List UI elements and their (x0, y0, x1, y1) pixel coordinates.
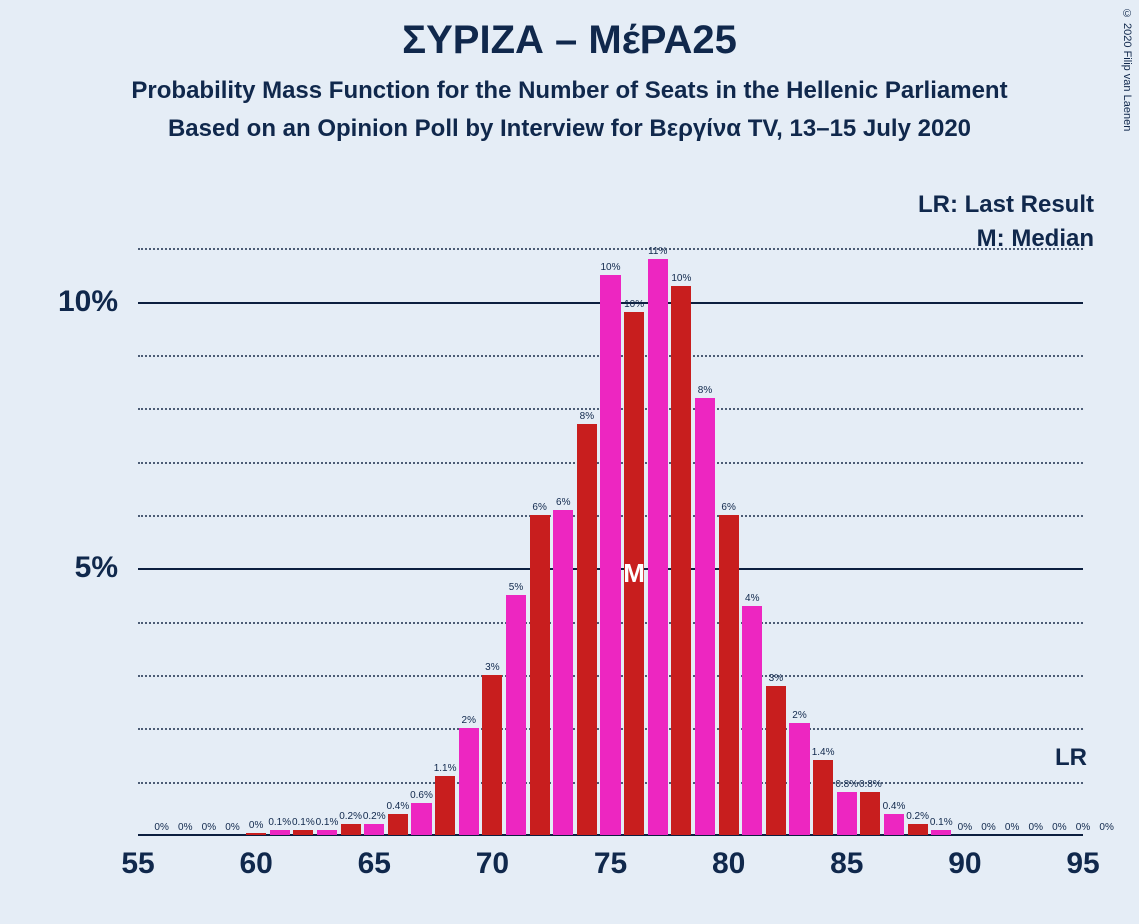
bar: 0.8% (837, 792, 857, 835)
bar-value-label: 0% (1076, 822, 1090, 835)
bar-value-label: 0.6% (410, 790, 433, 803)
bar: 5% (506, 595, 526, 835)
bar-value-label: 0.2% (363, 811, 386, 824)
bar: 6% (530, 515, 550, 835)
bar-value-label: 2% (792, 710, 806, 723)
bar-value-label: 1.4% (812, 747, 835, 760)
bar-value-label: 0.4% (386, 801, 409, 814)
bar: 6% (553, 510, 573, 835)
bar: 10% (671, 286, 691, 835)
bar-value-label: 0.1% (268, 817, 291, 830)
plot-area: 5%10%0%0%0%0%0%0.1%0.1%0.1%0.2%0.2%0.4%0… (138, 195, 1083, 835)
bar-value-label: 0% (178, 822, 192, 835)
x-axis: 556065707580859095 (138, 843, 1083, 893)
x-tick-label: 60 (239, 847, 272, 881)
x-tick-label: 55 (121, 847, 154, 881)
bar-value-label: 4% (745, 593, 759, 606)
bar-value-label: 0% (981, 822, 995, 835)
chart-subtitle-2: Based on an Opinion Poll by Interview fo… (0, 105, 1139, 143)
bar: 3% (482, 675, 502, 835)
bar-value-label: 6% (721, 502, 735, 515)
bar-value-label: 0.1% (316, 817, 339, 830)
bar-value-label: 8% (580, 411, 594, 424)
bar: 4% (742, 606, 762, 835)
bar: 11% (648, 259, 668, 835)
bar-value-label: 0% (1005, 822, 1019, 835)
bar-value-label: 0.2% (339, 811, 362, 824)
bar-value-label: 0% (1029, 822, 1043, 835)
bar-value-label: 0.1% (930, 817, 953, 830)
lr-marker: LR (1055, 744, 1087, 772)
bar-value-label: 0.2% (906, 811, 929, 824)
bar: 0.4% (388, 814, 408, 835)
bar-value-label: 6% (532, 502, 546, 515)
gridline-minor (138, 248, 1083, 250)
bar: 8% (695, 398, 715, 835)
bar-value-label: 10% (671, 273, 691, 286)
bar-value-label: 0% (154, 822, 168, 835)
x-tick-label: 80 (712, 847, 745, 881)
bar-value-label: 11% (648, 246, 667, 259)
bar: 0.1% (270, 830, 290, 835)
bar-value-label: 0.1% (292, 817, 315, 830)
bar: 3% (766, 686, 786, 835)
bar-value-label: 10% (600, 262, 620, 275)
bar-value-label: 0% (225, 822, 239, 835)
bar: 6% (719, 515, 739, 835)
chart-title: ΣΥΡΙΖΑ – ΜέΡΑ25 (0, 0, 1139, 63)
bar: 0.2% (341, 824, 361, 835)
bar: 0.8% (860, 792, 880, 835)
bar: 0.1% (317, 830, 337, 835)
legend-m: M: Median (977, 225, 1094, 253)
bar-value-label: 8% (698, 385, 712, 398)
bar: 0% (246, 833, 266, 835)
y-tick-label: 10% (0, 285, 118, 319)
legend-lr: LR: Last Result (918, 191, 1094, 219)
median-marker: M (623, 558, 645, 589)
bar: 0.1% (931, 830, 951, 835)
x-tick-label: 95 (1066, 847, 1099, 881)
bar-value-label: 0% (958, 822, 972, 835)
bar: 1.1% (435, 776, 455, 835)
bar-value-label: 6% (556, 497, 570, 510)
bar-value-label: 0.8% (835, 779, 858, 792)
bar: 2% (459, 728, 479, 835)
bar-value-label: 0% (249, 820, 263, 833)
copyright-text: © 2020 Filip van Laenen (1121, 8, 1133, 131)
chart-container: 5%10%0%0%0%0%0%0.1%0.1%0.1%0.2%0.2%0.4%0… (60, 195, 1100, 895)
bar-value-label: 3% (485, 662, 499, 675)
x-tick-label: 65 (358, 847, 391, 881)
x-tick-label: 85 (830, 847, 863, 881)
bar-value-label: 0% (1052, 822, 1066, 835)
bar-value-label: 0.8% (859, 779, 882, 792)
bar: 0.4% (884, 814, 904, 835)
chart-subtitle-1: Probability Mass Function for the Number… (0, 63, 1139, 105)
bar-value-label: 0% (202, 822, 216, 835)
bar-value-label: 0.4% (883, 801, 906, 814)
bar-value-label: 3% (769, 673, 783, 686)
y-tick-label: 5% (0, 551, 118, 585)
bar: 10% (600, 275, 620, 835)
x-tick-label: 75 (594, 847, 627, 881)
bar-value-label: 0% (1099, 822, 1113, 835)
bar: 2% (789, 723, 809, 835)
x-tick-label: 70 (476, 847, 509, 881)
x-tick-label: 90 (948, 847, 981, 881)
bar: 0.2% (364, 824, 384, 835)
bar: 0.6% (411, 803, 431, 835)
bar-value-label: 10% (624, 299, 644, 312)
bar: 1.4% (813, 760, 833, 835)
bar: 0.1% (293, 830, 313, 835)
bar: 8% (577, 424, 597, 835)
bar: 0.2% (908, 824, 928, 835)
bar-value-label: 2% (462, 715, 476, 728)
bar-value-label: 1.1% (434, 763, 457, 776)
bar-value-label: 5% (509, 582, 523, 595)
